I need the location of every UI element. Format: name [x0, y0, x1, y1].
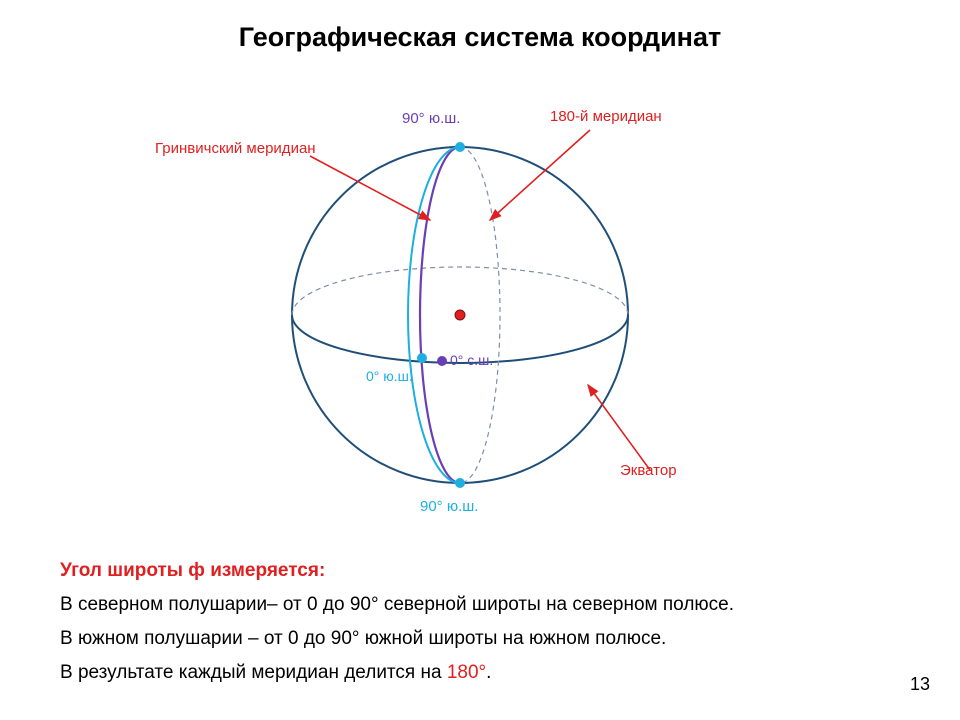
body-line-1: В северном полушарии– от 0 до 90° северн… — [60, 594, 734, 616]
label-equator: Экватор — [620, 462, 677, 479]
body-line-2: В южном полушарии – от 0 до 90° южной ши… — [60, 628, 666, 650]
label-zero_cs: 0° с.ш. — [450, 352, 493, 368]
body-line-3: В результате каждый меридиан делится на … — [60, 662, 491, 684]
page-title: Географическая система координат — [0, 22, 960, 53]
diagram-svg — [180, 100, 740, 520]
page-number: 13 — [910, 674, 930, 695]
label-bot_pole: 90° ю.ш. — [420, 498, 478, 515]
label-top_pole: 90° ю.ш. — [402, 110, 460, 127]
sphere-diagram: 90° ю.ш.180-й меридианГринвичский мериди… — [180, 100, 740, 520]
label-greenwich: Гринвичский меридиан — [155, 140, 316, 157]
body-line-0: Угол широты ф измеряется: — [60, 560, 325, 582]
label-mer180: 180-й меридиан — [550, 108, 662, 125]
label-zero_us: 0° ю.ш. — [366, 368, 413, 384]
